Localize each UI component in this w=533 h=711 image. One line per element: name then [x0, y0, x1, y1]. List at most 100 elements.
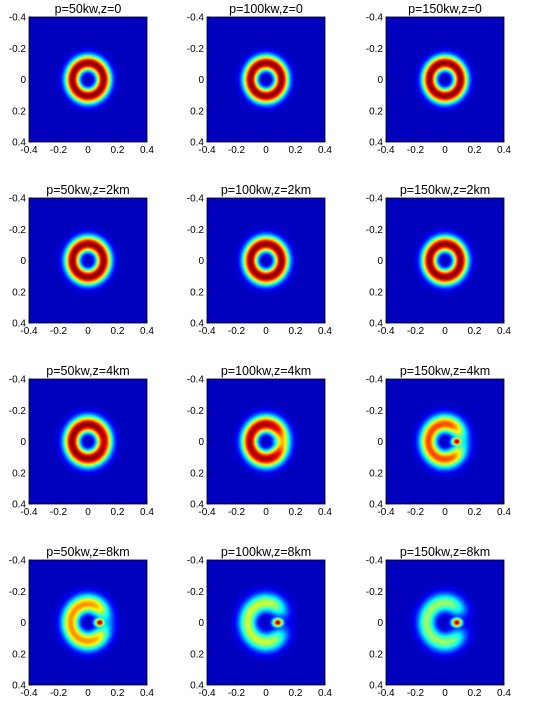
x-tick-label: 0.4 — [318, 688, 332, 699]
x-tick-label: -0.4 — [377, 507, 395, 518]
x-tick-label: -0.4 — [377, 688, 395, 699]
x-tick-label: -0.2 — [407, 326, 425, 337]
x-tick-label: -0.4 — [198, 145, 216, 156]
x-tick-label: 0.2 — [289, 507, 303, 518]
x-tick-label: -0.4 — [20, 145, 38, 156]
heatmap-image — [386, 560, 504, 685]
x-tick-label: -0.2 — [407, 145, 425, 156]
y-tick-label: 0.2 — [369, 106, 383, 117]
y-tick-label: 0.4 — [369, 138, 383, 149]
y-tick-label: -0.4 — [366, 556, 384, 567]
y-tick-label: -0.2 — [366, 406, 384, 417]
x-tick-label: -0.2 — [228, 507, 246, 518]
x-tick-label: 0 — [85, 688, 91, 699]
x-tick-label: 0.2 — [468, 507, 482, 518]
y-tick-label: 0.4 — [190, 138, 204, 149]
x-tick-label: 0.2 — [111, 326, 125, 337]
y-tick-label: 0 — [20, 256, 26, 267]
panel-title: p=100kw,z=2km — [221, 183, 311, 197]
y-tick-label: -0.2 — [187, 406, 205, 417]
panel-title: p=50kw,z=2km — [46, 183, 129, 197]
x-tick-label: 0.4 — [318, 326, 332, 337]
y-tick-label: 0.2 — [12, 468, 26, 479]
x-tick-label: -0.4 — [198, 507, 216, 518]
y-tick-label: -0.2 — [366, 587, 384, 598]
y-tick-label: -0.4 — [187, 375, 205, 386]
y-tick-label: 0.2 — [190, 468, 204, 479]
heatmap-image — [386, 17, 504, 142]
y-tick-label: 0 — [377, 437, 383, 448]
panel-title: p=50kw,z=8km — [46, 545, 129, 559]
x-tick-label: -0.4 — [20, 326, 38, 337]
x-tick-label: 0.2 — [111, 507, 125, 518]
heatmap-image — [29, 379, 147, 504]
y-tick-label: 0.4 — [190, 500, 204, 511]
y-tick-label: -0.4 — [9, 556, 27, 567]
x-tick-label: -0.2 — [50, 507, 68, 518]
panel: p=100kw,z=2km -0.4 -0.4 -0.2 -0.2 0 0 0.2 0.2 0.4… — [187, 183, 333, 337]
x-tick-label: 0 — [263, 507, 269, 518]
panel-title: p=50kw,z=4km — [46, 364, 129, 378]
y-tick-label: 0 — [377, 75, 383, 86]
x-tick-label: -0.2 — [50, 145, 68, 156]
y-tick-label: 0.4 — [369, 500, 383, 511]
y-tick-label: 0.2 — [369, 468, 383, 479]
y-tick-label: -0.4 — [187, 13, 205, 24]
panel: p=50kw,z=2km -0.4 -0.4 -0.2 -0.2 0 0 0.2 0.2 0.4 0… — [9, 183, 155, 337]
panel-title: p=150kw,z=0 — [408, 2, 482, 16]
panel-title: p=150kw,z=2km — [400, 183, 490, 197]
x-tick-label: -0.4 — [20, 688, 38, 699]
x-tick-label: -0.2 — [407, 688, 425, 699]
x-tick-label: 0.2 — [289, 145, 303, 156]
y-tick-label: 0 — [198, 75, 204, 86]
x-tick-label: -0.2 — [228, 145, 246, 156]
panel: p=100kw,z=8km -0.4 -0.4 -0.2 -0.2 0 0 0.2 0.2 0.4… — [187, 545, 333, 699]
x-tick-label: 0.2 — [111, 688, 125, 699]
panel-title: p=150kw,z=8km — [400, 545, 490, 559]
y-tick-label: 0 — [198, 256, 204, 267]
panel: p=150kw,z=2km -0.4 -0.4 -0.2 -0.2 0 0 0.2 0.2 0.4… — [366, 183, 512, 337]
y-tick-label: -0.2 — [9, 587, 27, 598]
y-tick-label: -0.2 — [187, 44, 205, 55]
y-tick-label: 0.2 — [12, 649, 26, 660]
panel-title: p=50kw,z=0 — [55, 2, 122, 16]
y-tick-label: 0.4 — [12, 138, 26, 149]
y-tick-label: 0.4 — [190, 681, 204, 692]
y-tick-label: -0.2 — [9, 225, 27, 236]
y-tick-label: 0.4 — [190, 319, 204, 330]
y-tick-label: -0.2 — [187, 225, 205, 236]
x-tick-label: 0.2 — [289, 688, 303, 699]
y-tick-label: 0 — [198, 618, 204, 629]
heatmap-image — [29, 560, 147, 685]
x-tick-label: 0 — [442, 688, 448, 699]
heatmap-image — [207, 379, 325, 504]
y-tick-label: 0 — [20, 618, 26, 629]
panel: p=150kw,z=4km -0.4 -0.4 -0.2 -0.2 0 0 0.2 0.2 0.4… — [366, 364, 512, 518]
x-tick-label: 0 — [442, 507, 448, 518]
x-tick-label: 0.4 — [140, 145, 154, 156]
y-tick-label: 0.4 — [369, 319, 383, 330]
y-tick-label: 0.2 — [190, 106, 204, 117]
x-tick-label: 0 — [442, 145, 448, 156]
x-tick-label: 0.4 — [140, 688, 154, 699]
y-tick-label: -0.4 — [9, 375, 27, 386]
x-tick-label: -0.4 — [20, 507, 38, 518]
heatmap-image — [207, 198, 325, 323]
y-tick-label: 0.4 — [369, 681, 383, 692]
y-tick-label: 0.4 — [12, 319, 26, 330]
y-tick-label: -0.4 — [9, 194, 27, 205]
x-tick-label: 0 — [263, 688, 269, 699]
panel: p=50kw,z=4km -0.4 -0.4 -0.2 -0.2 0 0 0.2 0.2 0.4 0… — [9, 364, 155, 518]
y-tick-label: 0.2 — [12, 287, 26, 298]
heatmap-image — [386, 379, 504, 504]
x-tick-label: -0.4 — [377, 145, 395, 156]
y-tick-label: 0 — [377, 256, 383, 267]
x-tick-label: 0.2 — [111, 145, 125, 156]
y-tick-label: -0.2 — [187, 587, 205, 598]
y-tick-label: 0.2 — [12, 106, 26, 117]
panel: p=150kw,z=0 -0.4 -0.4 -0.2 -0.2 0 0 0.2 0.2 0.4 0.… — [366, 2, 512, 156]
panel: p=50kw,z=0 -0.4 -0.4 -0.2 -0.2 0 0 0.2 0.2 0.4 0.4 — [9, 2, 155, 156]
x-tick-label: 0.4 — [140, 507, 154, 518]
x-tick-label: 0.2 — [468, 326, 482, 337]
x-tick-label: 0 — [85, 507, 91, 518]
